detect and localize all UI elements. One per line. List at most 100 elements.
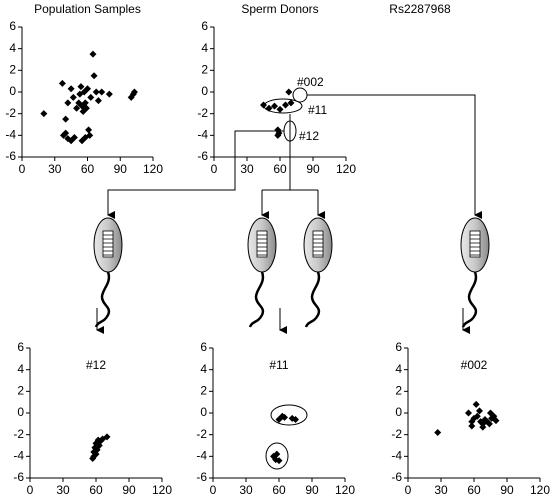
point [260,101,267,109]
y-tick-label: 6 [395,340,402,354]
point [265,104,273,112]
x-tick-label: 30 [56,483,70,496]
x-tick-label: 0 [19,162,26,176]
point [271,102,278,110]
point [81,99,89,107]
point [492,417,500,425]
x-tick-label: 120 [335,483,355,496]
point [285,88,293,96]
point [62,115,70,123]
cluster-circle [292,87,308,103]
point [77,83,85,91]
point [89,50,97,58]
y-tick-label: -6 [5,149,16,163]
y-tick-label: -6 [391,470,402,484]
point [89,455,97,462]
y-tick-label: -4 [5,128,16,142]
y-tick-label: -4 [197,128,208,142]
y-tick-label: -6 [196,470,207,484]
sperm-icon [459,216,491,329]
y-tick-label: 4 [200,362,207,376]
point [275,457,283,465]
cluster-circles [263,87,308,470]
point [98,88,106,96]
point [84,85,91,93]
chart-title: #12 [86,358,106,372]
point [274,131,282,139]
annotation: #11 [308,103,327,117]
x-tick-label: 60 [273,162,287,176]
point [94,97,102,105]
point [67,85,75,93]
point [485,420,493,428]
chart-title: Population Samples [34,2,141,16]
x-tick-label: 90 [306,162,320,176]
point [476,407,483,415]
y-tick-label: 4 [9,41,16,55]
point [282,101,289,109]
arrow [307,94,482,219]
point [479,423,487,431]
point [87,93,95,101]
chart-title: #11 [269,358,288,372]
y-tick-label: 0 [200,405,207,419]
y-tick-label: 4 [17,362,24,376]
y-tick-label: -2 [197,106,208,120]
y-tick-label: 2 [200,384,207,398]
y-tick-label: -2 [13,427,24,441]
x-tick-label: 90 [122,483,136,496]
x-tick-label: 0 [405,483,412,496]
x-tick-label: 90 [114,162,128,176]
y-tick-label: -2 [196,427,207,441]
x-tick-label: 120 [336,162,356,176]
cluster-circle [270,404,308,426]
y-tick-label: 2 [201,63,208,77]
y-tick-label: -2 [391,427,402,441]
point [130,88,138,96]
y-tick-label: 2 [9,63,16,77]
point [90,72,98,80]
y-tick-label: 0 [9,84,16,98]
y-tick-label: 0 [395,405,402,419]
x-tick-label: 120 [152,483,172,496]
y-tick-label: -6 [197,149,208,163]
cluster-circle [283,120,297,142]
y-tick-label: 4 [201,41,208,55]
connectors [96,94,482,334]
annotation: #002 [297,75,324,89]
x-tick-label: 30 [240,162,254,176]
figure-label: Rs2287968 [389,2,451,16]
sperm-icon [246,216,278,329]
sperm-icons [92,216,491,329]
x-tick-label: 60 [81,162,95,176]
sperm-icon [302,216,334,329]
point [105,90,113,98]
point [468,422,476,430]
chart-title: Sperm Donors [241,2,318,16]
point [92,88,100,96]
point [70,134,78,141]
point [281,413,288,421]
y-tick-label: -4 [196,449,207,463]
x-tick-label: 90 [500,483,514,496]
y-tick-label: 6 [201,19,208,33]
point [85,126,93,134]
point [472,400,480,408]
point [287,99,295,107]
x-tick-label: 30 [239,483,253,496]
y-tick-label: 6 [17,340,24,354]
x-tick-label: 90 [305,483,319,496]
point [69,93,77,101]
point [73,104,81,112]
x-tick-label: 120 [530,483,550,496]
y-tick-label: 0 [17,405,24,419]
annotation: #12 [299,129,319,143]
point [58,79,66,87]
x-tick-label: 60 [467,483,481,496]
y-tick-label: 0 [201,84,208,98]
x-tick-label: 0 [27,483,34,496]
point [78,137,86,145]
x-tick-label: 30 [48,162,62,176]
y-tick-label: 2 [395,384,402,398]
